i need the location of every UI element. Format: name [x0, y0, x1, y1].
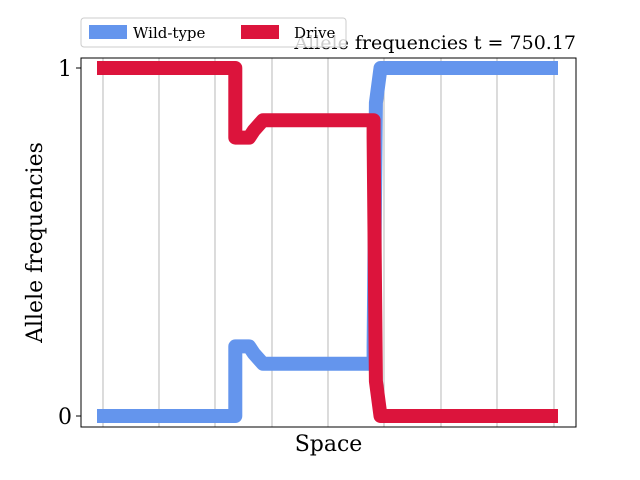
y-tick-label-0: 0 [58, 405, 72, 430]
y-tick-label-1: 1 [58, 57, 72, 82]
series-line-drive [97, 61, 558, 423]
series-layer [97, 61, 558, 423]
legend-label-0: Wild-type [133, 24, 206, 42]
series-line-wild-type [97, 61, 558, 423]
legend-label-1: Drive [294, 24, 335, 42]
legend: Wild-type Drive [80, 17, 347, 48]
plot-frame [80, 57, 577, 428]
chart-title: Allele frequencies t = 750.17 [293, 32, 576, 54]
y-axis: 01 [58, 57, 81, 430]
legend-box [80, 17, 347, 48]
x-axis-label: Space [295, 432, 363, 457]
y-axis-label: Allele frequencies [23, 142, 48, 344]
